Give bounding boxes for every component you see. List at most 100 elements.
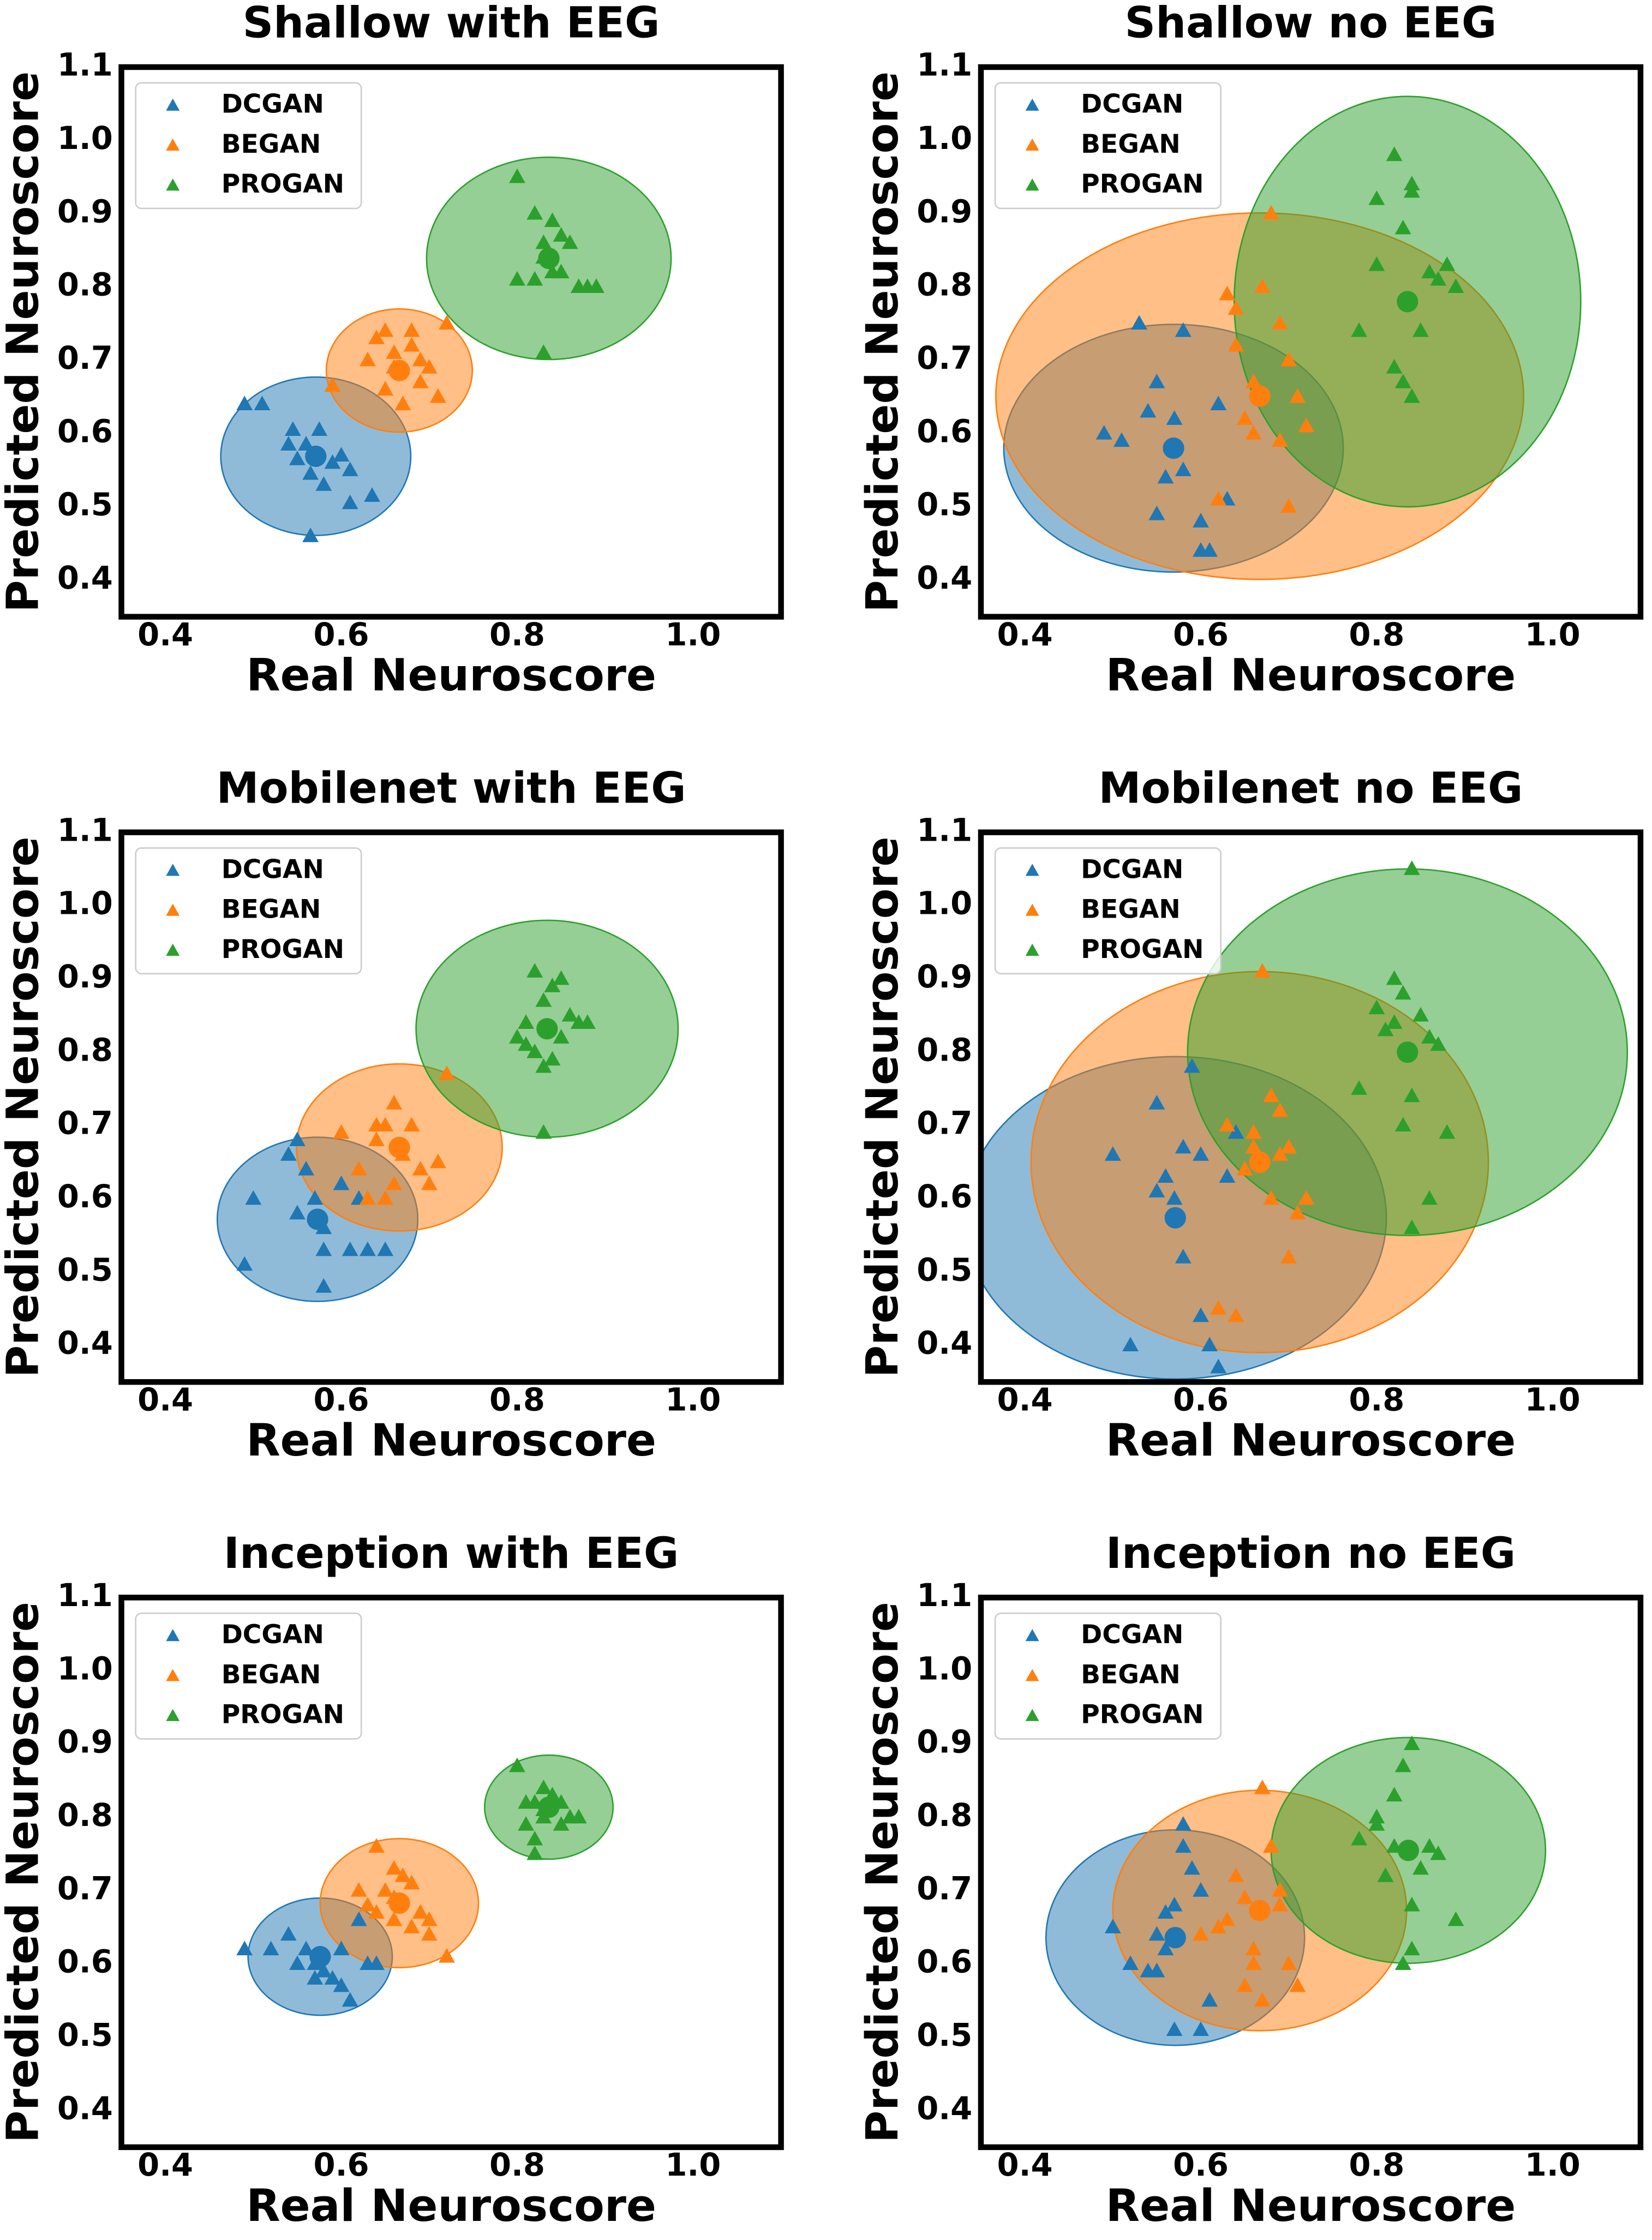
point <box>368 330 385 345</box>
point <box>315 476 332 491</box>
point <box>333 1977 350 1992</box>
point <box>544 212 561 227</box>
point <box>262 1940 279 1956</box>
x-tick-label: 0.8 <box>489 2147 545 2183</box>
axes-frame <box>978 64 1644 620</box>
x-tick-label: 0.6 <box>1173 2147 1229 2183</box>
point <box>1148 1183 1165 1197</box>
point <box>561 1007 578 1022</box>
y-tick-label: 0.4 <box>57 1325 113 1362</box>
point <box>1368 190 1385 205</box>
legend-box <box>135 847 362 975</box>
point <box>1272 315 1288 330</box>
legend-marker <box>166 1669 180 1681</box>
y-tick-label: 0.5 <box>57 487 113 523</box>
point <box>1394 219 1411 235</box>
point <box>570 1808 587 1824</box>
point <box>553 970 570 985</box>
point <box>1280 1139 1297 1154</box>
y-tick-label: 0.7 <box>917 1870 972 1907</box>
point <box>368 1838 385 1853</box>
point <box>439 1948 455 1963</box>
mean-point <box>388 1136 410 1158</box>
point <box>535 992 552 1007</box>
y-axis-label: Predicted Neuroscore <box>857 836 908 1377</box>
point <box>412 373 429 388</box>
point <box>289 1955 306 1971</box>
y-tick-label: 0.5 <box>917 1251 972 1288</box>
point <box>342 1992 358 2007</box>
point <box>324 454 341 469</box>
subplot: Mobilenet with EEG Real Neuroscore Predict… <box>0 763 784 1466</box>
plot-area <box>980 860 1629 1380</box>
point <box>1210 396 1227 410</box>
legend-marker <box>1025 98 1039 111</box>
legend-marker <box>166 98 180 111</box>
y-tick-label: 0.5 <box>57 1251 113 1288</box>
point <box>1219 1117 1236 1132</box>
y-tick-label: 0.9 <box>917 193 972 230</box>
point <box>1421 1190 1438 1205</box>
point <box>1262 1087 1279 1103</box>
x-tick-label: 0.8 <box>1349 1381 1404 1418</box>
point <box>377 1241 394 1256</box>
point <box>324 1970 341 1985</box>
y-tick-label: 0.6 <box>57 1944 113 1980</box>
point <box>403 1874 420 1890</box>
x-tick-label: 0.4 <box>997 1381 1053 1418</box>
y-axis-label: Predicted Neuroscore <box>0 71 49 613</box>
point <box>1421 1029 1438 1044</box>
point <box>1219 1911 1236 1926</box>
point <box>1289 1977 1306 1992</box>
y-tick-label: 0.4 <box>57 560 113 596</box>
point <box>1122 1955 1139 1971</box>
point <box>1403 860 1420 875</box>
point <box>1175 1816 1192 1831</box>
axes-frame <box>118 1595 784 2151</box>
point <box>1386 359 1403 374</box>
y-tick-label: 0.8 <box>917 1032 972 1068</box>
point <box>1368 999 1385 1015</box>
point <box>1289 1205 1306 1220</box>
x-tick-label: 0.8 <box>1349 616 1404 653</box>
x-tick-label: 0.6 <box>314 1381 369 1418</box>
point <box>359 1896 376 1912</box>
point <box>579 1014 596 1029</box>
point <box>350 1882 367 1897</box>
y-tick-label: 0.8 <box>57 1032 113 1068</box>
x-tick-label: 1.0 <box>1525 616 1581 653</box>
point <box>333 1124 350 1139</box>
point <box>1412 1860 1429 1875</box>
x-axis-label: Real Neuroscore <box>1106 1415 1516 1466</box>
y-tick-label: 0.7 <box>57 1105 113 1142</box>
point <box>1193 2021 1209 2036</box>
point <box>315 1278 332 1293</box>
point <box>1219 1168 1236 1183</box>
point <box>588 278 604 293</box>
point <box>412 1904 429 1919</box>
point <box>1272 1882 1288 1897</box>
point <box>386 1911 403 1926</box>
point <box>368 1117 385 1132</box>
legend-label: PROGAN <box>222 935 344 965</box>
point <box>1157 1940 1174 1956</box>
point <box>333 1175 350 1190</box>
point <box>1228 300 1244 315</box>
chart-title: Mobilenet with EEG <box>216 763 686 813</box>
y-axis-label: Predicted Neuroscore <box>857 1602 908 2143</box>
legend-marker <box>166 1709 180 1721</box>
point <box>526 1830 543 1846</box>
point <box>429 1153 446 1169</box>
point <box>368 1904 385 1919</box>
mean-point <box>307 1208 328 1230</box>
point <box>350 1911 367 1926</box>
point <box>1193 1926 1209 1941</box>
mean-point <box>1397 1840 1420 1861</box>
point <box>1403 388 1420 403</box>
x-tick-label: 0.6 <box>314 2147 369 2183</box>
plot-area <box>995 95 1582 580</box>
point <box>421 1911 438 1926</box>
point <box>236 1256 253 1271</box>
y-tick-label: 0.6 <box>917 1178 972 1215</box>
point <box>1193 513 1209 528</box>
